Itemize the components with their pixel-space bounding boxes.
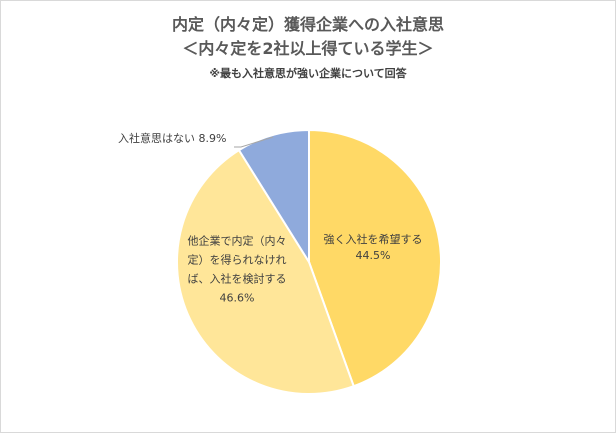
slice-label-line: 他企業で内定（内々 bbox=[188, 234, 287, 248]
chart-note: ※最も入社意思が強い企業について回答 bbox=[209, 67, 407, 80]
pie-slice-1 bbox=[176, 148, 355, 395]
leader-line-2 bbox=[234, 136, 274, 148]
chart-title: 内定（内々定）獲得企業への入社意思 bbox=[171, 15, 444, 34]
chart-subtitle: ＜内々定を2社以上得ている学生＞ bbox=[182, 39, 434, 58]
slice-label-line: 44.5% bbox=[356, 249, 391, 262]
slice-label-line: 定）を得られなけれ bbox=[188, 253, 287, 267]
slice-label-line: 46.6% bbox=[220, 292, 255, 305]
slice-label-0: 強く入社を希望する 44.5% bbox=[324, 232, 423, 262]
pie-slice-2 bbox=[237, 128, 310, 266]
slice-label-2: 入社意思はない 8.9% bbox=[118, 131, 226, 145]
slice-label-line: 強く入社を希望する bbox=[324, 232, 423, 246]
slice-label-line: 入社意思はない 8.9% bbox=[118, 131, 226, 145]
slice-label-line: ば、入社を検討する bbox=[188, 272, 287, 286]
slice-label-1: 他企業で内定（内々定）を得られなければ、入社を検討する 46.6% bbox=[188, 234, 287, 305]
pie-slice-0 bbox=[308, 128, 443, 388]
